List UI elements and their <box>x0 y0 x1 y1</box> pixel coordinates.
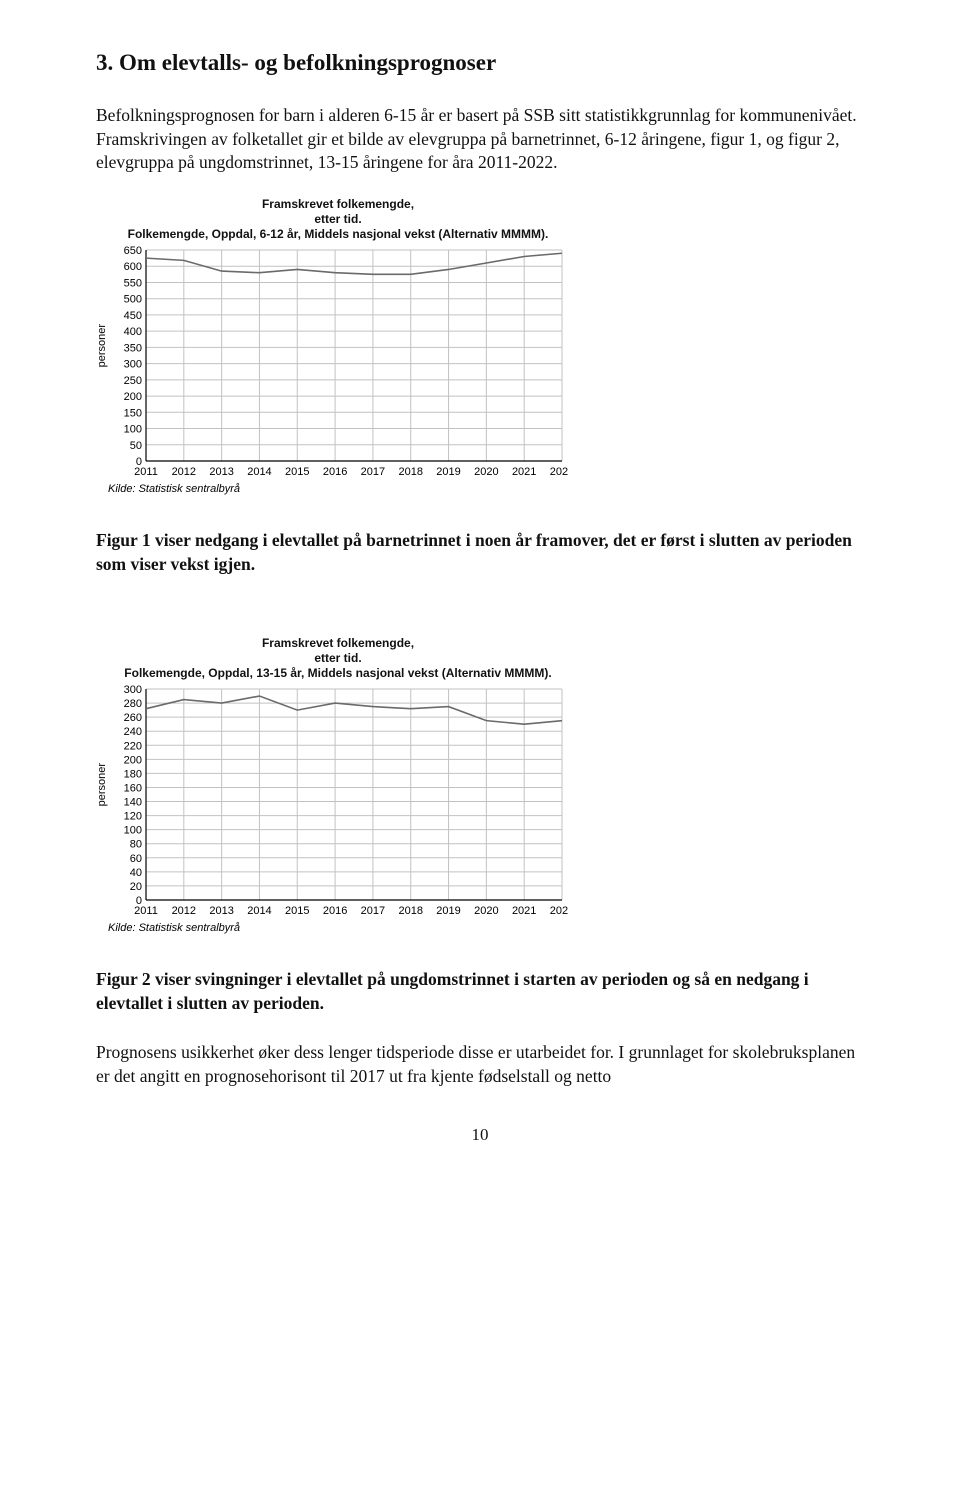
svg-text:2018: 2018 <box>398 466 422 478</box>
svg-text:260: 260 <box>124 712 142 724</box>
svg-text:300: 300 <box>124 358 142 370</box>
svg-text:2014: 2014 <box>247 466 271 478</box>
svg-text:2021: 2021 <box>512 466 536 478</box>
svg-text:20: 20 <box>130 881 142 893</box>
svg-text:2014: 2014 <box>247 905 271 917</box>
svg-text:2020: 2020 <box>474 466 498 478</box>
svg-text:2019: 2019 <box>436 466 460 478</box>
svg-text:600: 600 <box>124 261 142 273</box>
svg-text:2022: 2022 <box>550 466 568 478</box>
svg-text:180: 180 <box>124 769 142 781</box>
figure-2: personer Framskrevet folkemengde, etter … <box>96 636 864 934</box>
svg-text:2015: 2015 <box>285 905 309 917</box>
chart1-title: Framskrevet folkemengde, etter tid. Folk… <box>108 197 568 242</box>
chart1-ylabel: personer <box>96 197 108 495</box>
page-number: 10 <box>96 1125 864 1145</box>
svg-text:2011: 2011 <box>134 466 158 478</box>
svg-text:2013: 2013 <box>209 905 233 917</box>
svg-text:2020: 2020 <box>474 905 498 917</box>
svg-text:300: 300 <box>124 685 142 696</box>
svg-text:400: 400 <box>124 326 142 338</box>
svg-text:220: 220 <box>124 740 142 752</box>
svg-text:280: 280 <box>124 698 142 710</box>
svg-text:2015: 2015 <box>285 466 309 478</box>
svg-text:2016: 2016 <box>323 466 347 478</box>
svg-text:2017: 2017 <box>361 905 385 917</box>
svg-text:200: 200 <box>124 391 142 403</box>
svg-text:2016: 2016 <box>323 905 347 917</box>
svg-text:350: 350 <box>124 342 142 354</box>
svg-text:250: 250 <box>124 375 142 387</box>
svg-text:2011: 2011 <box>134 905 158 917</box>
chart1-source: Kilde: Statistisk sentralbyrå <box>108 483 568 495</box>
closing-paragraph: Prognosens usikkerhet øker dess lenger t… <box>96 1041 864 1088</box>
svg-text:100: 100 <box>124 825 142 837</box>
svg-text:100: 100 <box>124 423 142 435</box>
chart2-ylabel: personer <box>96 636 108 934</box>
svg-text:2012: 2012 <box>172 905 196 917</box>
intro-paragraph: Befolkningsprognosen for barn i alderen … <box>96 104 864 175</box>
svg-text:60: 60 <box>130 853 142 865</box>
chart1-plot: 0501001502002503003504004505005506006502… <box>108 246 568 481</box>
svg-text:2019: 2019 <box>436 905 460 917</box>
figure-1: personer Framskrevet folkemengde, etter … <box>96 197 864 495</box>
svg-text:240: 240 <box>124 726 142 738</box>
svg-text:2021: 2021 <box>512 905 536 917</box>
svg-text:80: 80 <box>130 839 142 851</box>
figure-1-caption: Figur 1 viser nedgang i elevtallet på ba… <box>96 529 864 576</box>
svg-text:150: 150 <box>124 407 142 419</box>
page: 3. Om elevtalls- og befolkningsprognoser… <box>0 0 960 1494</box>
figure-2-caption: Figur 2 viser svingninger i elevtallet p… <box>96 968 864 1015</box>
svg-text:160: 160 <box>124 783 142 795</box>
chart2-title: Framskrevet folkemengde, etter tid. Folk… <box>108 636 568 681</box>
svg-text:2022: 2022 <box>550 905 568 917</box>
svg-text:650: 650 <box>124 246 142 257</box>
svg-text:500: 500 <box>124 294 142 306</box>
svg-text:450: 450 <box>124 310 142 322</box>
svg-text:2017: 2017 <box>361 466 385 478</box>
svg-text:140: 140 <box>124 797 142 809</box>
svg-text:50: 50 <box>130 440 142 452</box>
svg-text:120: 120 <box>124 811 142 823</box>
svg-text:2018: 2018 <box>398 905 422 917</box>
svg-text:550: 550 <box>124 277 142 289</box>
chart2-source: Kilde: Statistisk sentralbyrå <box>108 922 568 934</box>
svg-text:40: 40 <box>130 867 142 879</box>
svg-text:200: 200 <box>124 754 142 766</box>
svg-text:2012: 2012 <box>172 466 196 478</box>
svg-text:2013: 2013 <box>209 466 233 478</box>
chart2-plot: 0204060801001201401601802002202402602803… <box>108 685 568 920</box>
section-heading: 3. Om elevtalls- og befolkningsprognoser <box>96 50 864 76</box>
